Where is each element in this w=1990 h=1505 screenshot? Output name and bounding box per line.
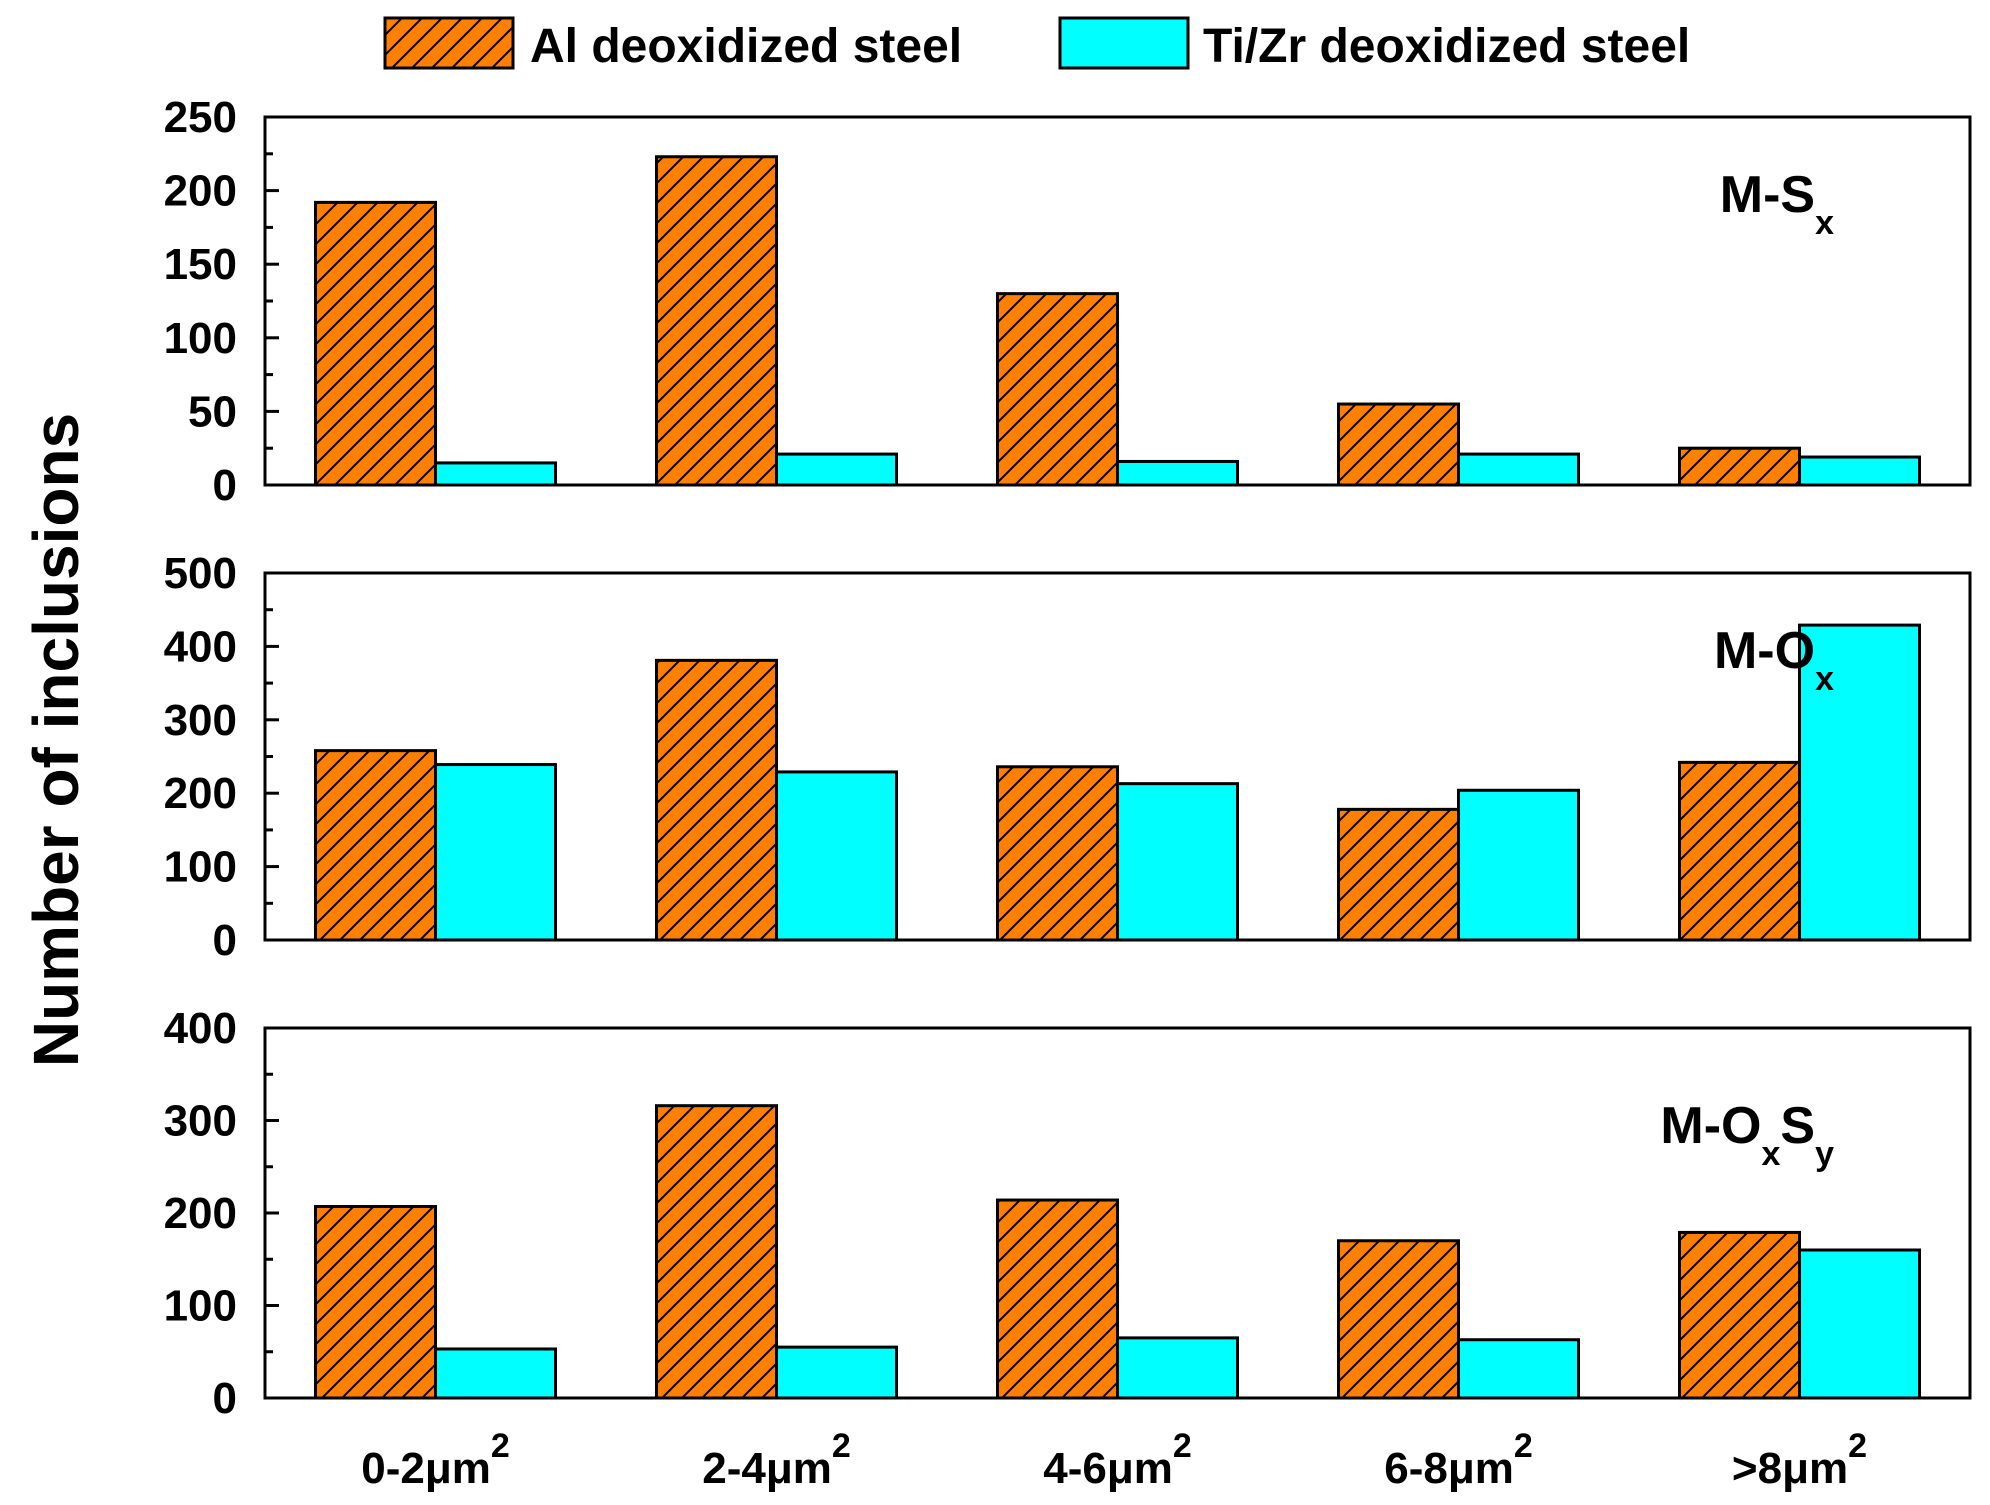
panel-3: 0 100 200 300 400 M-OxSy bbox=[164, 1004, 1972, 1423]
y-tick-label-panel1: 200 bbox=[164, 167, 237, 216]
y-tick-label-panel2: 200 bbox=[164, 769, 237, 818]
y-tick-label-panel3: 0 bbox=[213, 1374, 237, 1423]
y-axis-title: Number of inclusions bbox=[20, 413, 92, 1067]
legend: Al deoxidized steel Ti/Zr deoxidized ste… bbox=[383, 16, 1690, 73]
bar-panel3-al-5 bbox=[1678, 1230, 1801, 1400]
bar-panel1-al-4 bbox=[1337, 402, 1460, 487]
bar-panel2-tizr-3 bbox=[1116, 782, 1239, 942]
y-tick-label-panel3: 100 bbox=[164, 1282, 237, 1331]
bar-panel3-al-1 bbox=[314, 1205, 437, 1400]
x-tick-label-2: 2-4μm2 bbox=[702, 1427, 851, 1493]
bar-panel1-tizr-2 bbox=[775, 452, 898, 487]
x-axis-labels: 0-2μm2 2-4μm2 4-6μm2 6-8μm2 >8μm2 bbox=[361, 1427, 1867, 1493]
x-tick-label-3: 4-6μm2 bbox=[1043, 1427, 1192, 1493]
bar-panel3-tizr-4 bbox=[1457, 1338, 1580, 1400]
y-tick-label-panel3: 200 bbox=[164, 1189, 237, 1238]
x-tick-label-4: 6-8μm2 bbox=[1384, 1427, 1533, 1493]
y-tick-label-panel3: 300 bbox=[164, 1097, 237, 1146]
bar-panel1-al-5 bbox=[1678, 446, 1801, 487]
bar-panel2-al-4 bbox=[1337, 807, 1460, 942]
x-tick-label-5: >8μm2 bbox=[1732, 1427, 1867, 1493]
panels: 050100150200250M-Sx0100200300400500M-Ox0… bbox=[164, 93, 1972, 1423]
legend-swatch-tizr bbox=[1058, 16, 1190, 70]
panel-label-1: M-Sx bbox=[1720, 166, 1834, 242]
bar-panel1-tizr-4 bbox=[1457, 452, 1580, 487]
bar-panel1-al-2 bbox=[655, 155, 778, 487]
bar-panel3-tizr-2 bbox=[775, 1345, 898, 1400]
bar-panel1-tizr-1 bbox=[434, 461, 557, 487]
bar-panel3-tizr-5 bbox=[1798, 1248, 1921, 1400]
y-tick-label-panel2: 0 bbox=[213, 916, 237, 965]
y-tick-label-panel2: 500 bbox=[164, 549, 237, 598]
y-tick-label-panel1: 250 bbox=[164, 93, 237, 142]
bar-panel3-tizr-1 bbox=[434, 1347, 557, 1400]
panel-2: 0 100 200 300 400 500 M-Ox bbox=[164, 549, 1972, 965]
legend-label-al: Al deoxidized steel bbox=[530, 20, 962, 73]
y-tick-label-panel1: 50 bbox=[188, 387, 237, 436]
bar-panel2-al-3 bbox=[996, 765, 1119, 942]
y-tick-label-panel2: 300 bbox=[164, 696, 237, 745]
bar-panel2-al-5 bbox=[1678, 760, 1801, 942]
legend-label-tizr: Ti/Zr deoxidized steel bbox=[1203, 20, 1690, 73]
bar-panel2-al-1 bbox=[314, 749, 437, 942]
y-tick-label-panel1: 150 bbox=[164, 240, 237, 289]
y-tick-label-panel2: 400 bbox=[164, 622, 237, 671]
bar-panel1-al-1 bbox=[314, 200, 437, 487]
y-tick-label-panel1: 100 bbox=[164, 314, 237, 363]
bar-panel2-al-2 bbox=[655, 658, 778, 942]
bar-panel3-tizr-3 bbox=[1116, 1336, 1239, 1400]
y-tick-label-panel1: 0 bbox=[213, 461, 237, 510]
bar-panel1-tizr-5 bbox=[1798, 455, 1921, 487]
bar-panel1-al-3 bbox=[996, 292, 1119, 487]
legend-swatch-al bbox=[383, 16, 515, 70]
y-tick-label-panel3: 400 bbox=[164, 1004, 237, 1053]
bar-panel2-tizr-2 bbox=[775, 770, 898, 942]
bar-panel3-al-3 bbox=[996, 1198, 1119, 1400]
panel-label-2: M-Ox bbox=[1714, 622, 1834, 698]
bar-panel3-al-2 bbox=[655, 1104, 778, 1400]
y-tick-label-panel2: 100 bbox=[164, 843, 237, 892]
x-tick-label-1: 0-2μm2 bbox=[361, 1427, 510, 1493]
bar-panel2-tizr-1 bbox=[434, 763, 557, 942]
bar-panel3-al-4 bbox=[1337, 1239, 1460, 1400]
bar-panel1-tizr-3 bbox=[1116, 459, 1239, 487]
panel-1: 0 50 100 150 200 250 M-Sx bbox=[164, 93, 1972, 510]
bar-panel2-tizr-4 bbox=[1457, 788, 1580, 942]
panel-label-3: M-OxSy bbox=[1660, 1097, 1834, 1173]
